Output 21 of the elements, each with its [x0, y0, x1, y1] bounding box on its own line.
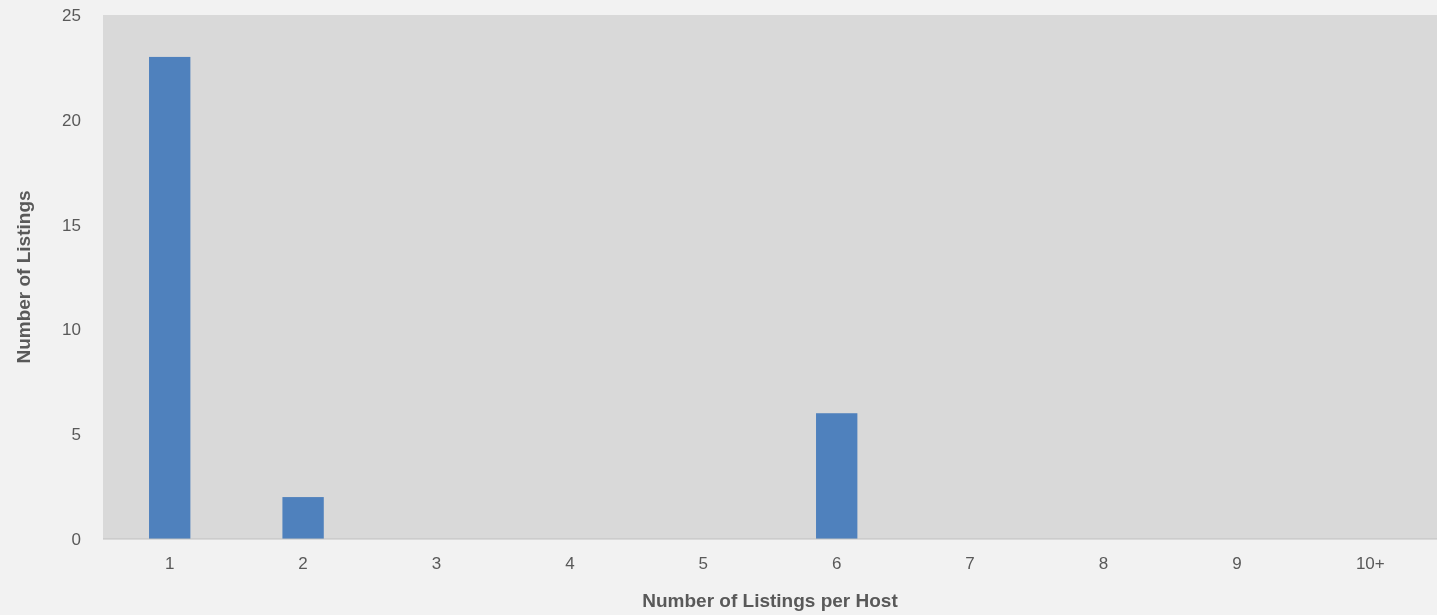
bar	[282, 497, 324, 539]
bar	[149, 56, 191, 539]
x-tick-label: 2	[298, 554, 308, 573]
x-tick-label: 8	[1098, 554, 1109, 573]
x-tick-label: 10+	[1355, 554, 1385, 573]
x-tick-label: 5	[698, 554, 709, 573]
y-axis-title: Number of Listings	[13, 190, 34, 364]
y-tick-label: 15	[62, 215, 81, 235]
y-tick-label: 25	[62, 5, 81, 25]
y-tick-label: 20	[62, 110, 81, 130]
x-tick-label: 4	[565, 554, 575, 573]
y-tick-label: 0	[71, 529, 81, 549]
y-tick-label: 10	[62, 320, 81, 340]
x-tick-label: 6	[831, 554, 842, 573]
x-tick-label: 3	[431, 554, 442, 573]
y-tick-label: 5	[71, 425, 81, 445]
x-tick-label: 9	[1232, 554, 1242, 573]
x-tick-label: 7	[965, 554, 975, 573]
bar	[816, 413, 858, 539]
x-axis-title: Number of Listings per Host	[642, 590, 899, 611]
x-tick-label: 1	[164, 554, 175, 573]
